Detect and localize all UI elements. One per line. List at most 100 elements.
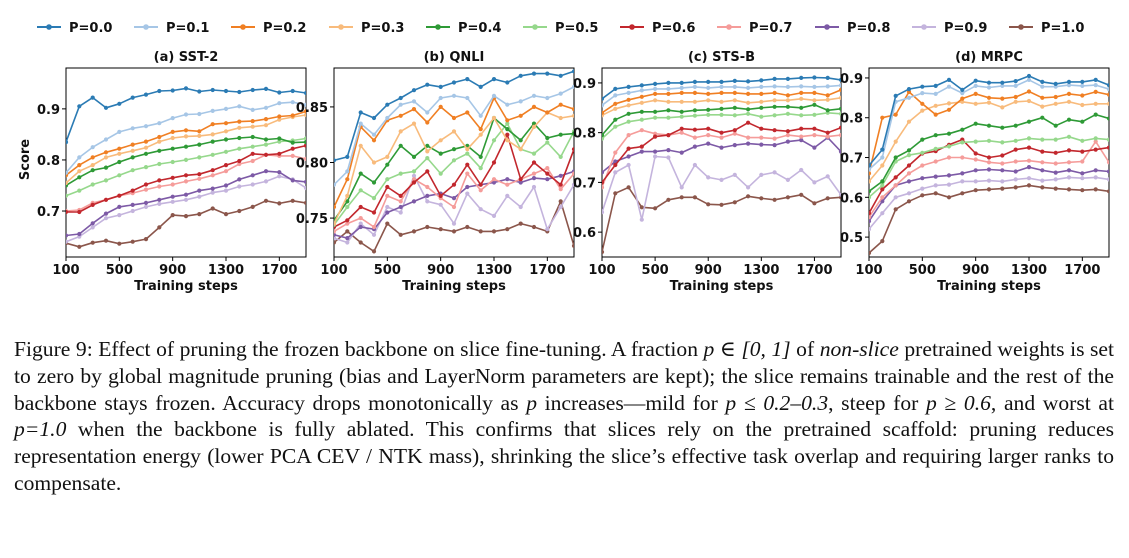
data-point — [197, 212, 202, 217]
data-point — [491, 177, 497, 182]
subplot-title: (c) STS-B — [688, 50, 755, 65]
data-point — [290, 88, 295, 94]
data-point — [1106, 189, 1109, 194]
x-tick-label: 1700 — [529, 263, 565, 278]
data-point — [385, 162, 390, 167]
data-point — [303, 90, 306, 96]
data-point — [1000, 125, 1005, 130]
data-point — [825, 130, 830, 135]
data-point — [973, 78, 978, 83]
data-point — [602, 96, 605, 101]
data-point — [869, 179, 872, 184]
series-line — [66, 175, 306, 243]
data-point — [170, 88, 175, 93]
data-point — [398, 204, 403, 210]
data-point — [1093, 83, 1098, 88]
data-point — [1040, 137, 1045, 142]
data-point — [518, 138, 523, 143]
data-point — [772, 143, 777, 148]
data-point — [1026, 158, 1032, 163]
x-tick-label: 1300 — [743, 263, 779, 278]
data-point — [986, 100, 992, 105]
data-point — [626, 146, 631, 151]
data-point — [679, 80, 684, 85]
legend-marker — [532, 24, 538, 30]
data-point — [334, 204, 337, 210]
data-point — [491, 180, 497, 185]
data-point — [679, 85, 684, 90]
data-point — [679, 130, 684, 135]
data-point — [933, 159, 938, 164]
data-point — [799, 84, 804, 89]
data-point — [785, 139, 791, 144]
data-point — [183, 128, 189, 133]
data-point — [398, 210, 403, 215]
data-point — [531, 160, 537, 165]
series — [602, 120, 841, 185]
data-point — [558, 173, 563, 178]
data-point — [732, 98, 737, 103]
data-point — [290, 153, 295, 158]
legend-marker — [143, 24, 149, 30]
data-point — [103, 105, 109, 110]
data-point — [103, 178, 109, 183]
x-tick-label: 500 — [374, 263, 401, 278]
data-point — [130, 208, 135, 214]
data-point — [1053, 170, 1058, 175]
data-point — [706, 85, 711, 90]
data-point — [1066, 79, 1072, 84]
data-point — [946, 101, 952, 106]
data-point — [478, 113, 483, 118]
data-point — [1066, 187, 1072, 192]
data-point — [531, 93, 537, 98]
data-point — [1080, 149, 1085, 154]
data-point — [478, 182, 483, 187]
caption-text: increases—mild for — [536, 390, 726, 415]
data-point — [465, 224, 470, 230]
data-point — [66, 180, 69, 185]
data-point — [973, 179, 978, 184]
data-point — [411, 177, 417, 182]
data-point — [880, 115, 885, 120]
data-point — [772, 84, 777, 89]
data-point — [1026, 89, 1032, 94]
data-point — [946, 155, 952, 160]
data-point — [117, 241, 122, 246]
data-point — [692, 162, 698, 168]
data-point — [613, 86, 618, 91]
data-point — [1000, 83, 1005, 88]
data-point — [639, 100, 644, 105]
data-point — [746, 141, 751, 146]
data-point — [960, 127, 965, 132]
data-point — [518, 99, 523, 104]
data-point — [411, 229, 417, 234]
data-point — [759, 84, 764, 89]
data-point — [385, 154, 390, 159]
data-point — [772, 128, 777, 133]
data-point — [746, 194, 751, 199]
data-point — [639, 144, 644, 149]
data-point — [425, 156, 430, 161]
data-point — [1040, 168, 1045, 173]
data-point — [812, 180, 817, 185]
series — [869, 77, 1109, 172]
data-point — [491, 229, 497, 234]
series — [869, 89, 1109, 176]
data-point — [960, 99, 965, 104]
data-point — [1000, 161, 1005, 166]
series-line — [334, 70, 574, 162]
data-point — [946, 195, 952, 200]
data-point — [1026, 165, 1032, 170]
legend-label: P=0.5 — [555, 21, 598, 36]
data-point — [1053, 137, 1058, 142]
series — [66, 143, 306, 215]
data-point — [197, 142, 202, 147]
data-point — [90, 168, 95, 173]
data-point — [334, 236, 337, 241]
data-point — [558, 182, 563, 187]
data-point — [799, 126, 804, 131]
subplot-title: (a) SST-2 — [154, 50, 219, 65]
data-point — [303, 112, 306, 118]
data-point — [385, 102, 390, 107]
series-group — [602, 75, 841, 255]
